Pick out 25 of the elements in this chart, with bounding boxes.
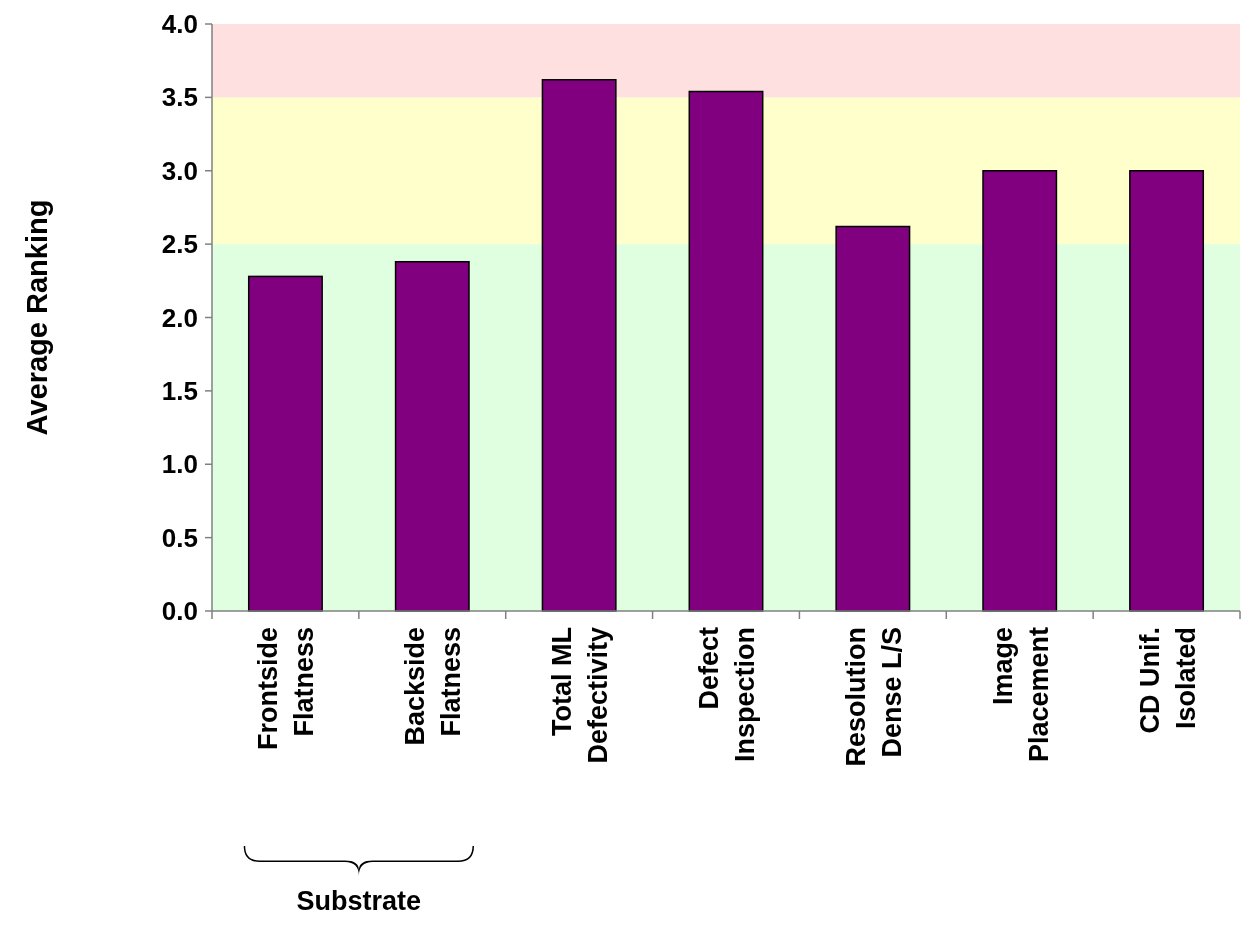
x-tick-label: CD Unif. Isolated — [1134, 627, 1201, 734]
text: Substrate — [296, 886, 422, 916]
y-tick-label: 0.0 — [161, 596, 198, 627]
x-tick-label: Frontside Flatness — [253, 627, 320, 751]
y-tick-label: 2.5 — [161, 229, 198, 260]
y-tick-label: 1.5 — [161, 375, 198, 406]
y-tick-label: 0.5 — [161, 522, 198, 553]
x-tick-label: Backside Flatness — [400, 627, 467, 746]
y-axis-title: Average Ranking — [21, 199, 53, 436]
bar — [835, 225, 911, 612]
y-tick-label: 3.0 — [161, 155, 198, 186]
x-tick-label: Image Placement — [987, 627, 1054, 763]
x-tick-label: Total ML Defectivity — [547, 627, 614, 764]
bar — [394, 260, 470, 612]
y-tick-label: 4.0 — [161, 9, 198, 40]
y-tick-label: 2.0 — [161, 302, 198, 333]
x-tick-label: Resolution Dense L/S — [840, 627, 907, 767]
y-tick-label: 1.0 — [161, 449, 198, 480]
x-tick-label: Defect Inspection — [694, 626, 760, 763]
bar — [1129, 170, 1205, 612]
bar — [688, 90, 764, 612]
bar — [541, 79, 617, 612]
bar — [247, 275, 323, 612]
bar — [982, 170, 1058, 612]
y-tick-label: 3.5 — [161, 82, 198, 113]
